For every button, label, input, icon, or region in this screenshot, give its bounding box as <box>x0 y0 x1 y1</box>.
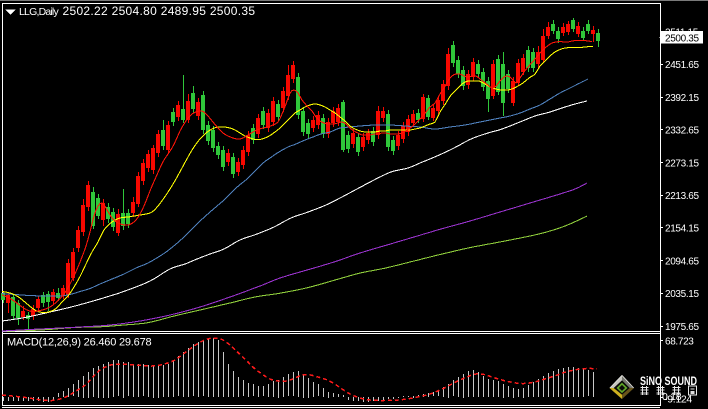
svg-text:2094.65: 2094.65 <box>665 256 699 267</box>
svg-text:2035.15: 2035.15 <box>665 289 699 300</box>
svg-text:2392.15: 2392.15 <box>665 93 699 104</box>
svg-text:2332.65: 2332.65 <box>665 126 699 137</box>
svg-text:68.723: 68.723 <box>665 337 694 348</box>
svg-text:-9.124: -9.124 <box>664 394 692 406</box>
svg-text:0.18: 0.18 <box>662 391 682 403</box>
svg-text:2500.35: 2500.35 <box>665 33 699 44</box>
svg-text:SiNO SOUND: SiNO SOUND <box>640 376 697 388</box>
svg-text:MACD(12,26,9) 26.460 29.678: MACD(12,26,9) 26.460 29.678 <box>7 336 151 348</box>
svg-text:LLG,Daily: LLG,Daily <box>19 6 59 18</box>
svg-text:2213.65: 2213.65 <box>665 191 699 202</box>
svg-text:2451.65: 2451.65 <box>665 60 699 71</box>
svg-text:1975.65: 1975.65 <box>665 322 699 333</box>
svg-text:2273.15: 2273.15 <box>665 158 699 169</box>
svg-text:2154.15: 2154.15 <box>665 224 699 235</box>
svg-text:2502.22 2504.80 2489.95 2500.3: 2502.22 2504.80 2489.95 2500.35 <box>63 4 256 18</box>
